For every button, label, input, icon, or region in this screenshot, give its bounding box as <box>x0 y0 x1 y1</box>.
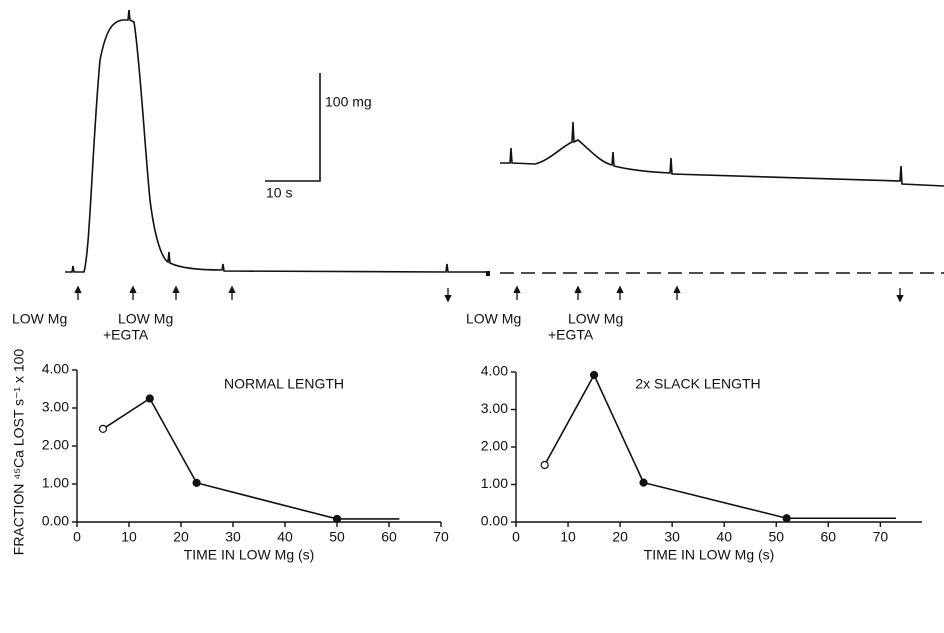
event-label: LOW Mg <box>466 311 521 327</box>
y-tick-label: 1.00 <box>42 475 69 491</box>
x-tick-label: 10 <box>121 529 137 545</box>
scale-bar <box>265 73 321 182</box>
y-tick-label: 2.00 <box>42 437 69 453</box>
y-tick-label: 0.00 <box>42 513 69 529</box>
x-tick-label: 10 <box>560 529 576 545</box>
event-label: LOW Mg <box>568 311 623 327</box>
event-label: +EGTA <box>103 327 149 343</box>
y-axis-label: FRACTION ⁴⁵Ca LOST s⁻¹ x 100 <box>11 349 27 556</box>
data-line <box>543 373 896 520</box>
x-axis-label: TIME IN LOW Mg (s) <box>184 547 315 563</box>
data-point <box>98 424 108 433</box>
x-tick-label: 50 <box>768 529 784 545</box>
data-point <box>639 478 648 487</box>
data-point <box>782 514 791 523</box>
data-point <box>145 394 154 403</box>
event-label: +EGTA <box>548 327 594 343</box>
event-arrows <box>74 285 904 303</box>
force-trace-right <box>500 121 944 187</box>
y-tick-label: 4.00 <box>42 361 69 377</box>
x-axis-label: TIME IN LOW Mg (s) <box>644 547 775 563</box>
chart-title: NORMAL LENGTH <box>224 376 344 392</box>
data-point <box>192 478 201 487</box>
x-tick-label: 40 <box>277 529 293 545</box>
data-point <box>332 514 342 524</box>
x-tick-label: 40 <box>716 529 732 545</box>
x-tick-label: 30 <box>664 529 680 545</box>
y-tick-label: 1.00 <box>481 475 508 491</box>
force-trace-left <box>65 9 488 273</box>
event-label: LOW Mg <box>118 311 173 327</box>
scale-time-label: 10 s <box>266 185 292 201</box>
y-tick-label: 3.00 <box>481 400 508 416</box>
event-label: LOW Mg <box>12 311 67 327</box>
y-tick-label: 4.00 <box>481 363 508 379</box>
scale-force-label: 100 mg <box>325 94 372 110</box>
y-tick-label: 2.00 <box>481 438 508 454</box>
x-tick-label: 20 <box>612 529 628 545</box>
data-point <box>589 370 599 380</box>
x-tick-label: 70 <box>873 529 889 545</box>
x-tick-label: 20 <box>173 529 189 545</box>
x-tick-label: 50 <box>329 529 345 545</box>
x-tick-label: 60 <box>821 529 837 545</box>
x-tick-label: 70 <box>433 529 449 545</box>
data-line <box>102 397 400 520</box>
x-tick-label: 0 <box>512 529 520 545</box>
data-point <box>540 460 549 470</box>
chart-title: 2x SLACK LENGTH <box>635 376 760 392</box>
y-tick-label: 0.00 <box>481 513 508 529</box>
x-tick-label: 0 <box>73 529 81 545</box>
x-tick-label: 30 <box>225 529 241 545</box>
x-tick-label: 60 <box>381 529 397 545</box>
y-tick-label: 3.00 <box>42 399 69 415</box>
trace-end <box>486 271 490 276</box>
